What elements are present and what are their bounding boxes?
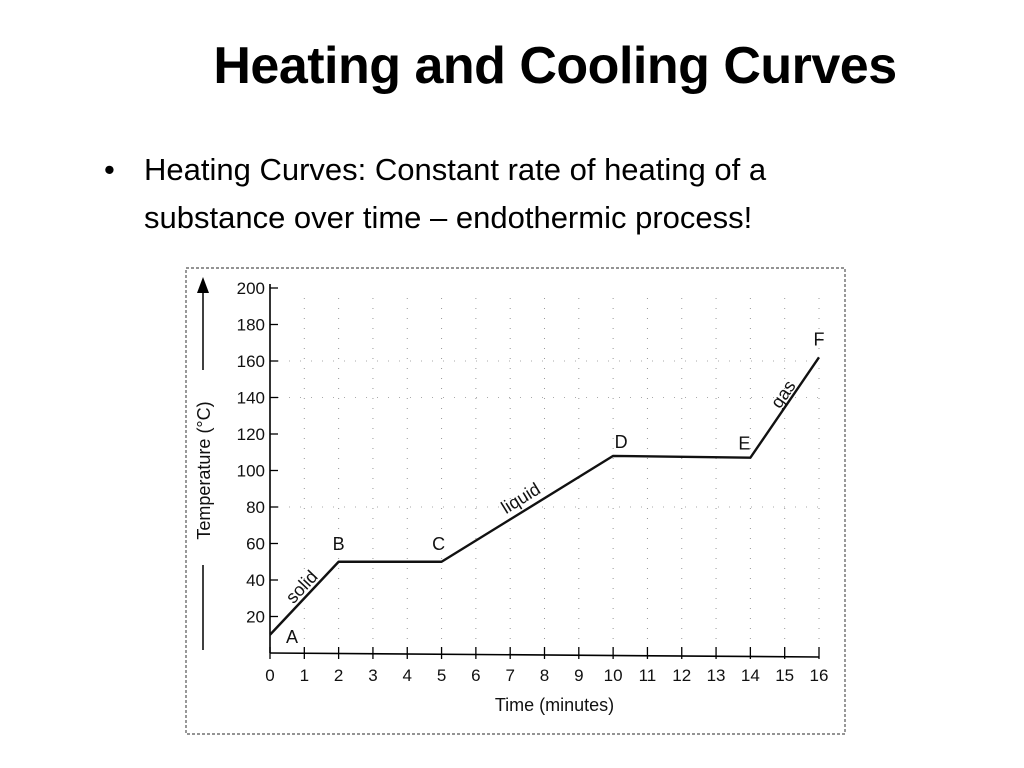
figure-frame: [185, 267, 846, 735]
x-tick-label: 16: [810, 666, 829, 685]
x-tick-label: 15: [775, 666, 794, 685]
x-tick-label: 9: [574, 666, 583, 685]
point-label-d: D: [615, 432, 628, 452]
y-tick-label: 180: [237, 316, 265, 335]
point-label-f: F: [814, 329, 825, 349]
point-label-b: B: [333, 534, 345, 554]
y-axis-title: Temperature (°C): [194, 401, 214, 539]
y-tick-label: 20: [246, 608, 265, 627]
y-axis-arrow-head: [197, 277, 209, 293]
x-tick-label: 6: [471, 666, 480, 685]
x-tick-label: 11: [639, 666, 657, 685]
x-tick-label: 1: [300, 666, 309, 685]
heating-curve-figure: 20 40 60 80 100 120 140 160 180 200 0 1 2 3 4 5 6 7 8 9 10 11…: [183, 265, 848, 737]
x-tick-label: 7: [505, 666, 514, 685]
y-tick-label: 60: [246, 535, 265, 554]
bullet-text: Heating Curves: Constant rate of heating…: [144, 146, 924, 242]
bullet-line-1: Heating Curves: Constant rate of heating…: [144, 152, 767, 187]
series-line-heating-curve: [269, 356, 820, 636]
y-tick-label: 40: [246, 571, 265, 590]
y-tick-label: 160: [237, 352, 265, 371]
x-tick-label: 2: [334, 666, 343, 685]
x-tick-label: 8: [540, 666, 549, 685]
y-tick-label: 100: [237, 462, 265, 481]
x-axis-title: Time (minutes): [495, 695, 614, 715]
y-tick-label: 200: [237, 279, 265, 298]
point-label-a: A: [286, 627, 298, 647]
x-tick-label: 10: [604, 666, 623, 685]
x-tick-label: 13: [707, 666, 726, 685]
point-label-c: C: [432, 534, 445, 554]
x-tick-label: 3: [368, 666, 377, 685]
bullet-dot: •: [104, 152, 115, 187]
slide-title: Heating and Cooling Curves: [213, 37, 897, 95]
x-tick-label: 0: [265, 666, 274, 685]
bullet-line-2: substance over time – endothermic proces…: [144, 200, 753, 235]
x-tick-label: 4: [403, 666, 412, 685]
segment-label-gas: gas: [767, 376, 800, 411]
x-tick-label: 12: [672, 666, 691, 685]
y-tick-label: 120: [237, 425, 265, 444]
point-label-e: E: [738, 434, 750, 454]
x-tick-label: 14: [741, 666, 760, 685]
y-tick-label: 80: [246, 498, 265, 517]
y-tick-label: 140: [237, 389, 265, 408]
x-tick-label: 5: [437, 666, 446, 685]
